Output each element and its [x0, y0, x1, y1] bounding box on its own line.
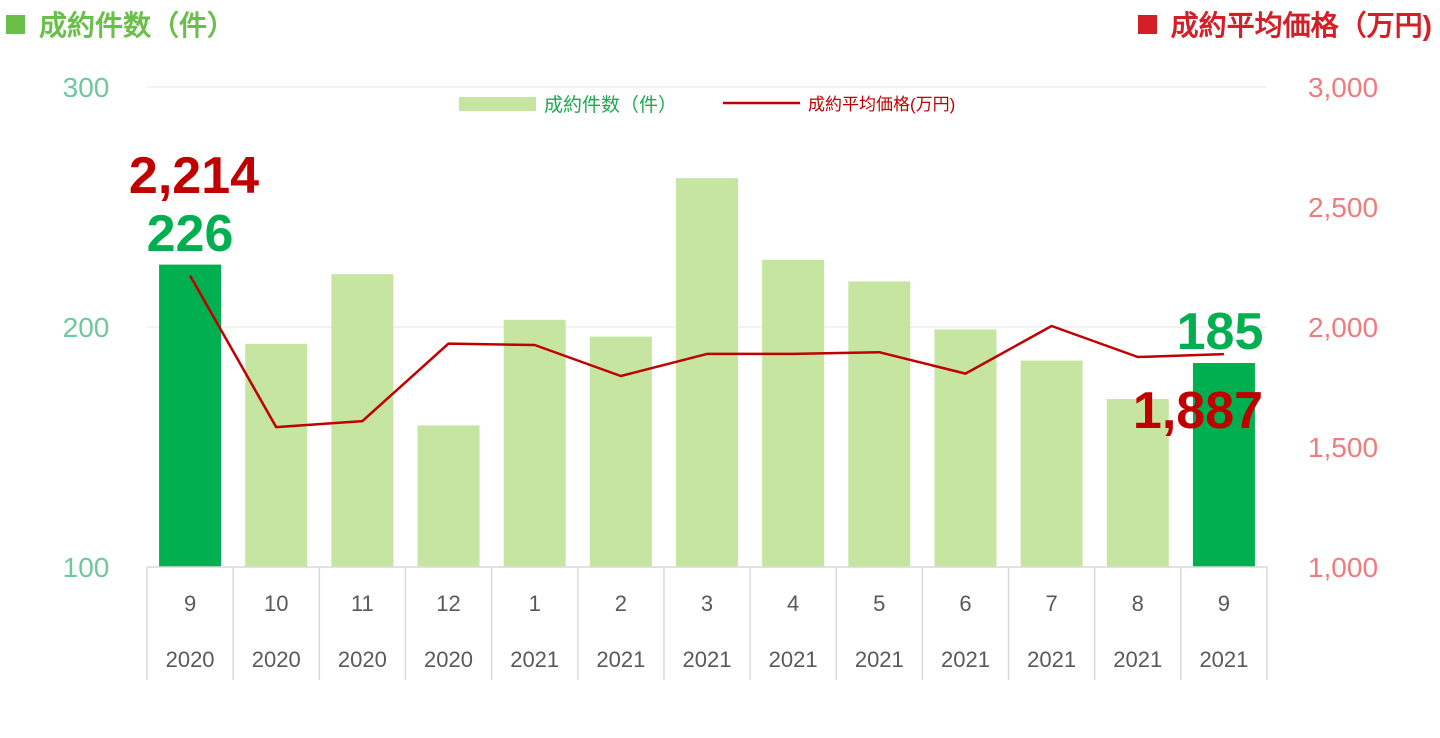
x-tick-month: 9: [184, 591, 196, 616]
x-tick-year: 2020: [338, 647, 387, 672]
left-axis-header: 成約件数（件）: [6, 4, 235, 44]
x-tick-month: 5: [873, 591, 885, 616]
x-tick-year: 2020: [424, 647, 473, 672]
data-labels: 2,214 226 185 1,887: [129, 147, 1263, 440]
x-tick-month: 9: [1218, 591, 1230, 616]
count-label-last: 185: [1177, 303, 1264, 361]
red-square-icon: [1137, 15, 1157, 34]
bar: [848, 281, 911, 567]
left-axis-tick: 300: [63, 72, 110, 103]
x-tick-month: 6: [959, 591, 971, 616]
x-tick-year: 2021: [769, 647, 818, 672]
bar: [762, 259, 825, 567]
price-label-last: 1,887: [1133, 382, 1263, 440]
right-axis-tick: 1,500: [1308, 432, 1378, 463]
right-axis-tick: 2,500: [1308, 192, 1378, 223]
legend-bar-label: 成約件数（件）: [544, 94, 677, 116]
right-axis-header-text: 成約平均価格（万円): [1170, 10, 1432, 41]
bar: [676, 178, 738, 567]
right-axis-tick: 1,000: [1308, 552, 1378, 583]
x-tick-year: 2020: [166, 647, 215, 672]
price-series-line: [189, 274, 1224, 429]
left-axis-tick: 100: [63, 552, 110, 583]
price-line: [189, 274, 1224, 429]
x-tick-month: 12: [436, 591, 460, 616]
bar: [417, 425, 480, 567]
x-tick-year: 2020: [252, 647, 301, 672]
x-tick-month: 11: [351, 591, 374, 616]
x-tick-year: 2021: [941, 647, 990, 672]
price-label-first: 2,214: [129, 147, 259, 205]
x-tick-year: 2021: [1199, 647, 1248, 672]
left-axis-tick: 200: [63, 312, 110, 343]
x-tick-month: 7: [1045, 591, 1057, 616]
legend: 成約件数（件） 成約平均価格(万円): [459, 94, 955, 116]
bars: [159, 178, 1255, 567]
x-tick-year: 2021: [683, 647, 732, 672]
legend-bar-swatch: [459, 97, 536, 111]
x-tick-month: 10: [264, 591, 288, 616]
x-tick-month: 4: [787, 591, 799, 616]
bar: [159, 264, 222, 567]
bar: [503, 319, 566, 567]
x-tick-year: 2021: [510, 647, 559, 672]
x-tick-year: 2021: [1027, 647, 1076, 672]
x-tick-month: 8: [1132, 591, 1144, 616]
x-tick-month: 2: [615, 591, 627, 616]
x-tick-year: 2021: [596, 647, 645, 672]
right-axis-tick: 2,000: [1308, 312, 1378, 343]
bar: [1192, 363, 1255, 567]
legend-line-label: 成約平均価格(万円): [808, 95, 955, 114]
green-square-icon: [6, 15, 25, 34]
x-tick-month: 1: [529, 591, 541, 616]
x-tick-year: 2021: [855, 647, 904, 672]
bar: [1106, 399, 1169, 567]
left-axis-header-text: 成約件数（件）: [39, 10, 236, 41]
bar: [245, 343, 308, 567]
bar: [1020, 360, 1083, 567]
x-tick-month: 3: [701, 591, 713, 616]
count-label-first: 226: [147, 205, 234, 263]
right-axis-tick: 3,000: [1308, 72, 1378, 103]
right-axis-header: 成約平均価格（万円): [1137, 4, 1432, 44]
axes: 9 2020 10 2020 11 2020 12 2020 1 2021 2 2021 3 2021 4 2…: [63, 72, 1378, 680]
x-tick-year: 2021: [1113, 647, 1162, 672]
bar: [934, 329, 997, 567]
